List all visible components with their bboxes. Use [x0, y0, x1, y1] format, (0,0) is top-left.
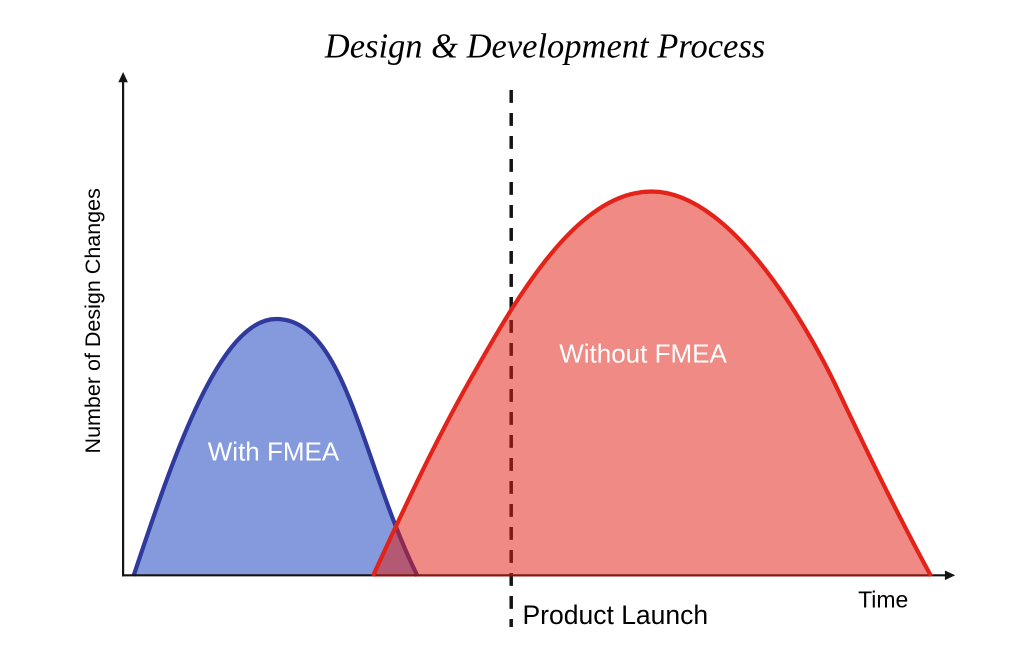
- svg-text:Without FMEA: Without FMEA: [559, 339, 727, 369]
- svg-text:Time: Time: [858, 586, 908, 612]
- svg-text:Design & Development Process: Design & Development Process: [324, 28, 765, 66]
- svg-text:With FMEA: With FMEA: [208, 437, 340, 467]
- svg-text:Product Launch: Product Launch: [523, 600, 709, 630]
- svg-text:Number of Design Changes: Number of Design Changes: [81, 188, 105, 453]
